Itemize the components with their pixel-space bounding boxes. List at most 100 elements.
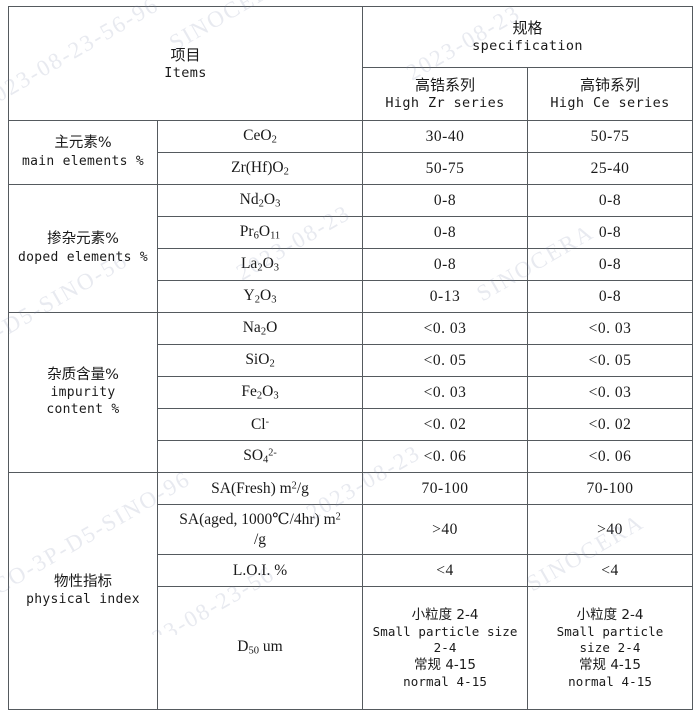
item-name-cell: Fe2O3 xyxy=(156,376,364,409)
table-row: L.O.I. % <4 <4 xyxy=(9,554,694,587)
value-text: <0. 06 xyxy=(588,447,632,465)
header-series-label-en: High Zr series xyxy=(385,95,505,112)
value-cell-series-2: 0-8 xyxy=(527,248,694,281)
item-name-cell: L.O.I. % xyxy=(156,554,364,587)
item-name-cell: SO42- xyxy=(156,440,364,473)
item-formula: SA(aged, 1000℃/4hr) m2/g xyxy=(179,510,341,548)
specification-table-container: 项目 Items 规格 specification 高锆系列 High Zr series… xyxy=(7,6,694,710)
item-formula: Pr6O11 xyxy=(239,222,281,242)
value-text: <0. 03 xyxy=(588,319,632,337)
group-label-en-line1: impurity xyxy=(50,385,116,401)
header-items-cell: 项目 Items xyxy=(7,6,364,121)
value-cell-series-2: <0. 03 xyxy=(527,312,694,345)
specification-table: 项目 Items 规格 specification 高锆系列 High Zr series… xyxy=(7,6,694,710)
value-text: <0. 02 xyxy=(588,415,632,433)
item-name-cell: La2O3 xyxy=(156,248,364,281)
value-text: <4 xyxy=(436,561,454,579)
value-text: >40 xyxy=(597,520,623,538)
group-label-cell-2: 掺杂元素% doped elements % xyxy=(8,184,158,313)
value-text: 25-40 xyxy=(590,159,630,177)
value-cell-series-1: 70-100 xyxy=(362,472,529,505)
value-text: 0-8 xyxy=(433,191,457,209)
group-label-cn: 掺杂元素% xyxy=(47,231,119,248)
item-name-cell: SiO2 xyxy=(156,344,364,377)
value-cell-series-2: 小粒度 2-4 Small particle size 2-4 常规 4-15 norm… xyxy=(527,586,694,710)
item-formula: Fe2O3 xyxy=(241,382,279,402)
value-cell-series-2: <0. 06 xyxy=(527,440,694,473)
group-label-cell-4: 物性指标 physical index xyxy=(8,472,158,710)
table-row: 掺杂元素% doped elements % Nd2O3 0-8 0-8 xyxy=(8,184,694,313)
table-row: SA(aged, 1000℃/4hr) m2/g >40 >40 xyxy=(9,504,694,555)
table-header-row-primary: 项目 Items 规格 specification xyxy=(7,6,694,121)
value-cell-series-1: 小粒度 2-4 Small particle size 2-4 常规 4-15 norm… xyxy=(362,586,529,710)
item-formula: Cl- xyxy=(250,415,270,433)
value-text: <0. 05 xyxy=(423,351,467,369)
value-text: 50-75 xyxy=(425,159,465,177)
item-name-cell: Zr(Hf)O2 xyxy=(156,152,364,185)
value-line: size 2-4 xyxy=(579,640,641,656)
value-cell-series-2: 25-40 xyxy=(527,152,694,185)
value-line: 常规 4-15 xyxy=(579,656,641,673)
value-cell-series-2: <0. 03 xyxy=(527,376,694,409)
value-text: <0. 06 xyxy=(423,447,467,465)
item-name-cell: SA(Fresh) m2/g xyxy=(156,472,364,505)
header-series-label-cn: 高铈系列 xyxy=(580,76,641,95)
item-name-cell: Nd2O3 xyxy=(156,184,364,217)
table-row: Zr(Hf)O2 50-75 25-40 xyxy=(9,152,694,185)
value-cell-series-1: 0-8 xyxy=(362,184,529,217)
value-cell-series-2: <0. 05 xyxy=(527,344,694,377)
item-formula: Y2O3 xyxy=(243,286,277,306)
value-line: 小粒度 2-4 xyxy=(411,606,479,623)
item-formula: CeO2 xyxy=(243,126,277,146)
header-specification-label-cn: 规格 xyxy=(512,19,543,38)
value-cell-series-1: <0. 03 xyxy=(362,376,529,409)
value-text: 0-8 xyxy=(598,223,622,241)
item-name-cell: CeO2 xyxy=(156,120,364,153)
table-row: 杂质含量% impurity content % Na2O <0. 03 <0. 03 xyxy=(8,312,694,473)
value-cell-series-1: <0. 03 xyxy=(362,312,529,345)
value-cell-series-2: 70-100 xyxy=(527,472,694,505)
table-row: SO42- <0. 06 <0. 06 xyxy=(9,440,694,473)
group-label-cn: 主元素% xyxy=(54,135,112,152)
value-cell-series-1: <0. 02 xyxy=(362,408,529,441)
table-row: Cl- <0. 02 <0. 02 xyxy=(9,408,694,441)
value-text: 50-75 xyxy=(590,127,630,145)
item-name-cell: SA(aged, 1000℃/4hr) m2/g xyxy=(156,504,364,555)
item-name-cell: Na2O xyxy=(156,312,364,345)
value-cell-series-1: 0-8 xyxy=(362,216,529,249)
table-row: Pr6O11 0-8 0-8 xyxy=(9,216,694,249)
item-formula: Zr(Hf)O2 xyxy=(231,158,289,178)
item-formula: SiO2 xyxy=(245,350,275,370)
value-cell-series-2: <4 xyxy=(527,554,694,587)
value-line: 小粒度 2-4 xyxy=(576,606,644,623)
value-text: 0-8 xyxy=(433,255,457,273)
value-cell-series-2: 0-8 xyxy=(527,184,694,217)
value-text: >40 xyxy=(432,520,458,538)
value-text: <0. 05 xyxy=(588,351,632,369)
value-text: 70-100 xyxy=(421,479,469,497)
value-line: normal 4-15 xyxy=(403,674,487,690)
item-formula: D50 um xyxy=(237,638,283,657)
value-text: 0-13 xyxy=(429,287,461,305)
group-label-cn: 物性指标 xyxy=(54,573,112,590)
value-cell-series-1: <0. 06 xyxy=(362,440,529,473)
header-series-column-1: 高锆系列 High Zr series xyxy=(362,67,529,121)
item-name-cell: Y2O3 xyxy=(156,280,364,313)
value-cell-series-2: >40 xyxy=(527,504,694,555)
header-specification-label-en: specification xyxy=(472,38,583,55)
value-cell-series-1: <0. 05 xyxy=(362,344,529,377)
value-text: <0. 03 xyxy=(423,383,467,401)
group-label-cn: 杂质含量% xyxy=(47,366,119,383)
value-text: <0. 03 xyxy=(588,383,632,401)
header-items-label-en: Items xyxy=(164,64,207,81)
table-row: La2O3 0-8 0-8 xyxy=(9,248,694,281)
value-line: Small particle xyxy=(556,624,664,640)
item-formula: La2O3 xyxy=(240,254,280,274)
value-cell-series-1: 30-40 xyxy=(362,120,529,153)
header-series-column-2: 高铈系列 High Ce series xyxy=(527,67,694,121)
value-text: 30-40 xyxy=(425,127,465,145)
header-series-label-en: High Ce series xyxy=(550,95,670,112)
value-text: 0-8 xyxy=(598,255,622,273)
item-formula: SA(Fresh) m2/g xyxy=(211,479,309,497)
item-formula: L.O.I. % xyxy=(232,561,288,579)
